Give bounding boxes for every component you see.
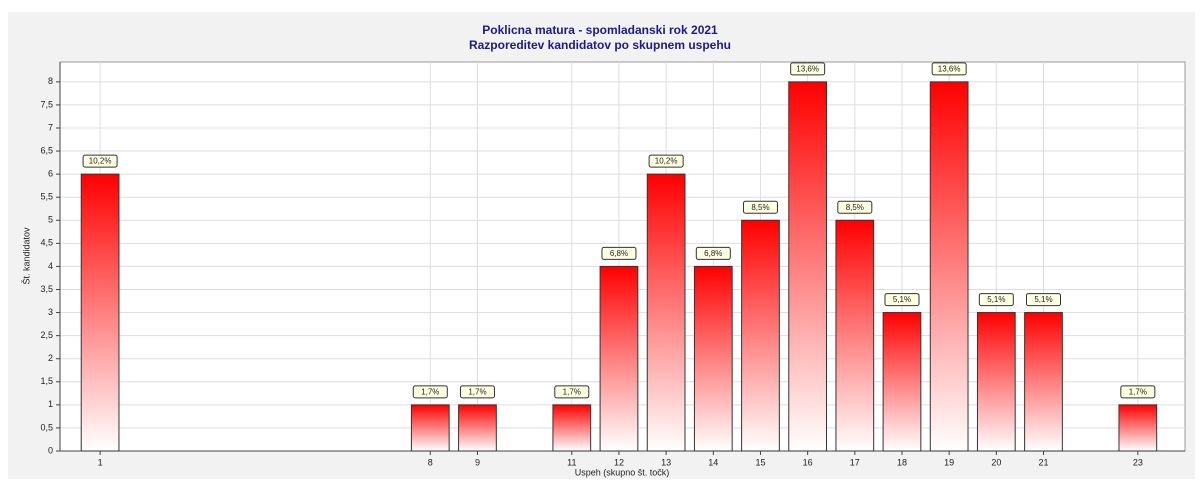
x-tick-label: 16 xyxy=(803,457,813,467)
bar-label: 13,6% xyxy=(938,64,961,73)
y-tick-label: 4,5 xyxy=(40,238,53,248)
bar-label-box xyxy=(790,62,826,76)
bar-label-box xyxy=(82,154,118,168)
y-tick-label: 1,5 xyxy=(40,376,53,386)
y-tick-label: 2,5 xyxy=(40,330,53,340)
bar xyxy=(741,219,780,452)
x-tick-label: 20 xyxy=(991,457,1001,467)
x-tick-label: 15 xyxy=(755,457,765,467)
x-tick-label: 11 xyxy=(567,457,576,467)
bar-label: 6,8% xyxy=(610,249,628,258)
bar-label: 8,5% xyxy=(751,203,769,212)
bar-label-box xyxy=(837,200,873,214)
bar-label-box xyxy=(1025,293,1061,307)
y-tick-label: 5,5 xyxy=(40,192,53,202)
bar-label-box xyxy=(884,293,920,307)
bar-label-box xyxy=(648,154,684,168)
y-tick-label: 7 xyxy=(48,122,53,132)
x-tick-label: 14 xyxy=(708,457,718,467)
bar-label: 5,1% xyxy=(893,295,911,304)
bar-label-box xyxy=(695,246,731,260)
bar xyxy=(80,173,120,452)
bar-label-box xyxy=(601,246,637,260)
x-tick-label: 1 xyxy=(98,457,103,467)
bar xyxy=(1118,404,1158,452)
x-tick-label: 9 xyxy=(475,457,480,467)
bar xyxy=(410,404,450,452)
bar-label-box xyxy=(931,62,967,76)
y-tick-label: 6,5 xyxy=(40,145,53,155)
bar xyxy=(693,265,733,452)
y-tick-label: 1 xyxy=(48,399,53,409)
bar-label-box xyxy=(459,385,495,399)
bar xyxy=(788,81,828,452)
x-tick-label: 17 xyxy=(850,457,860,467)
bar xyxy=(976,312,1016,452)
bar-label-box xyxy=(412,385,448,399)
chart-title: Poklicna matura - spomladanski rok 2021 xyxy=(482,23,718,37)
y-tick-label: 6 xyxy=(48,169,53,179)
y-tick-label: 4 xyxy=(48,261,53,271)
bar-label: 10,2% xyxy=(655,157,678,166)
x-tick-label: 23 xyxy=(1133,457,1143,467)
y-tick-label: 3,5 xyxy=(40,284,53,294)
bar-label: 1,7% xyxy=(563,387,581,396)
x-tick-label: 12 xyxy=(614,457,624,467)
y-axis-label: Št. kandidatov xyxy=(21,227,31,285)
chart-subtitle: Razporeditev kandidatov po skupnem uspeh… xyxy=(469,38,731,52)
x-tick-label: 21 xyxy=(1038,457,1048,467)
bar xyxy=(882,312,922,452)
y-tick-label: 7,5 xyxy=(40,99,53,109)
x-tick-label: 18 xyxy=(897,457,907,467)
bar-label: 1,7% xyxy=(468,387,486,396)
y-tick-label: 8 xyxy=(48,76,53,86)
x-tick-label: 19 xyxy=(944,457,954,467)
bar-label-box xyxy=(978,293,1014,307)
bar xyxy=(458,404,497,452)
y-tick-label: 3 xyxy=(48,307,53,317)
bar-label: 5,1% xyxy=(987,295,1005,304)
bar-label: 1,7% xyxy=(1129,387,1147,396)
bar-label: 10,2% xyxy=(89,157,112,166)
y-tick-label: 5 xyxy=(48,215,53,225)
bar xyxy=(835,219,875,452)
bar xyxy=(599,265,639,452)
bar-label-box xyxy=(554,385,590,399)
bar xyxy=(552,404,592,452)
y-tick-label: 2 xyxy=(48,353,53,363)
bar-label: 8,5% xyxy=(846,203,864,212)
bar xyxy=(646,173,686,452)
bar-label-box xyxy=(1120,385,1156,399)
x-tick-label: 8 xyxy=(428,457,433,467)
bar-label: 13,6% xyxy=(796,64,819,73)
bar-label: 5,1% xyxy=(1034,295,1052,304)
x-tick-label: 13 xyxy=(661,457,671,467)
y-tick-label: 0 xyxy=(48,445,53,455)
y-tick-label: 0,5 xyxy=(40,422,53,432)
bar-label: 6,8% xyxy=(704,249,722,258)
bar-label-box xyxy=(742,200,778,214)
bar xyxy=(929,81,969,452)
bar-label: 1,7% xyxy=(421,387,439,396)
x-axis-label: Uspeh (skupno št. točk) xyxy=(575,467,670,477)
bar xyxy=(1024,312,1063,452)
